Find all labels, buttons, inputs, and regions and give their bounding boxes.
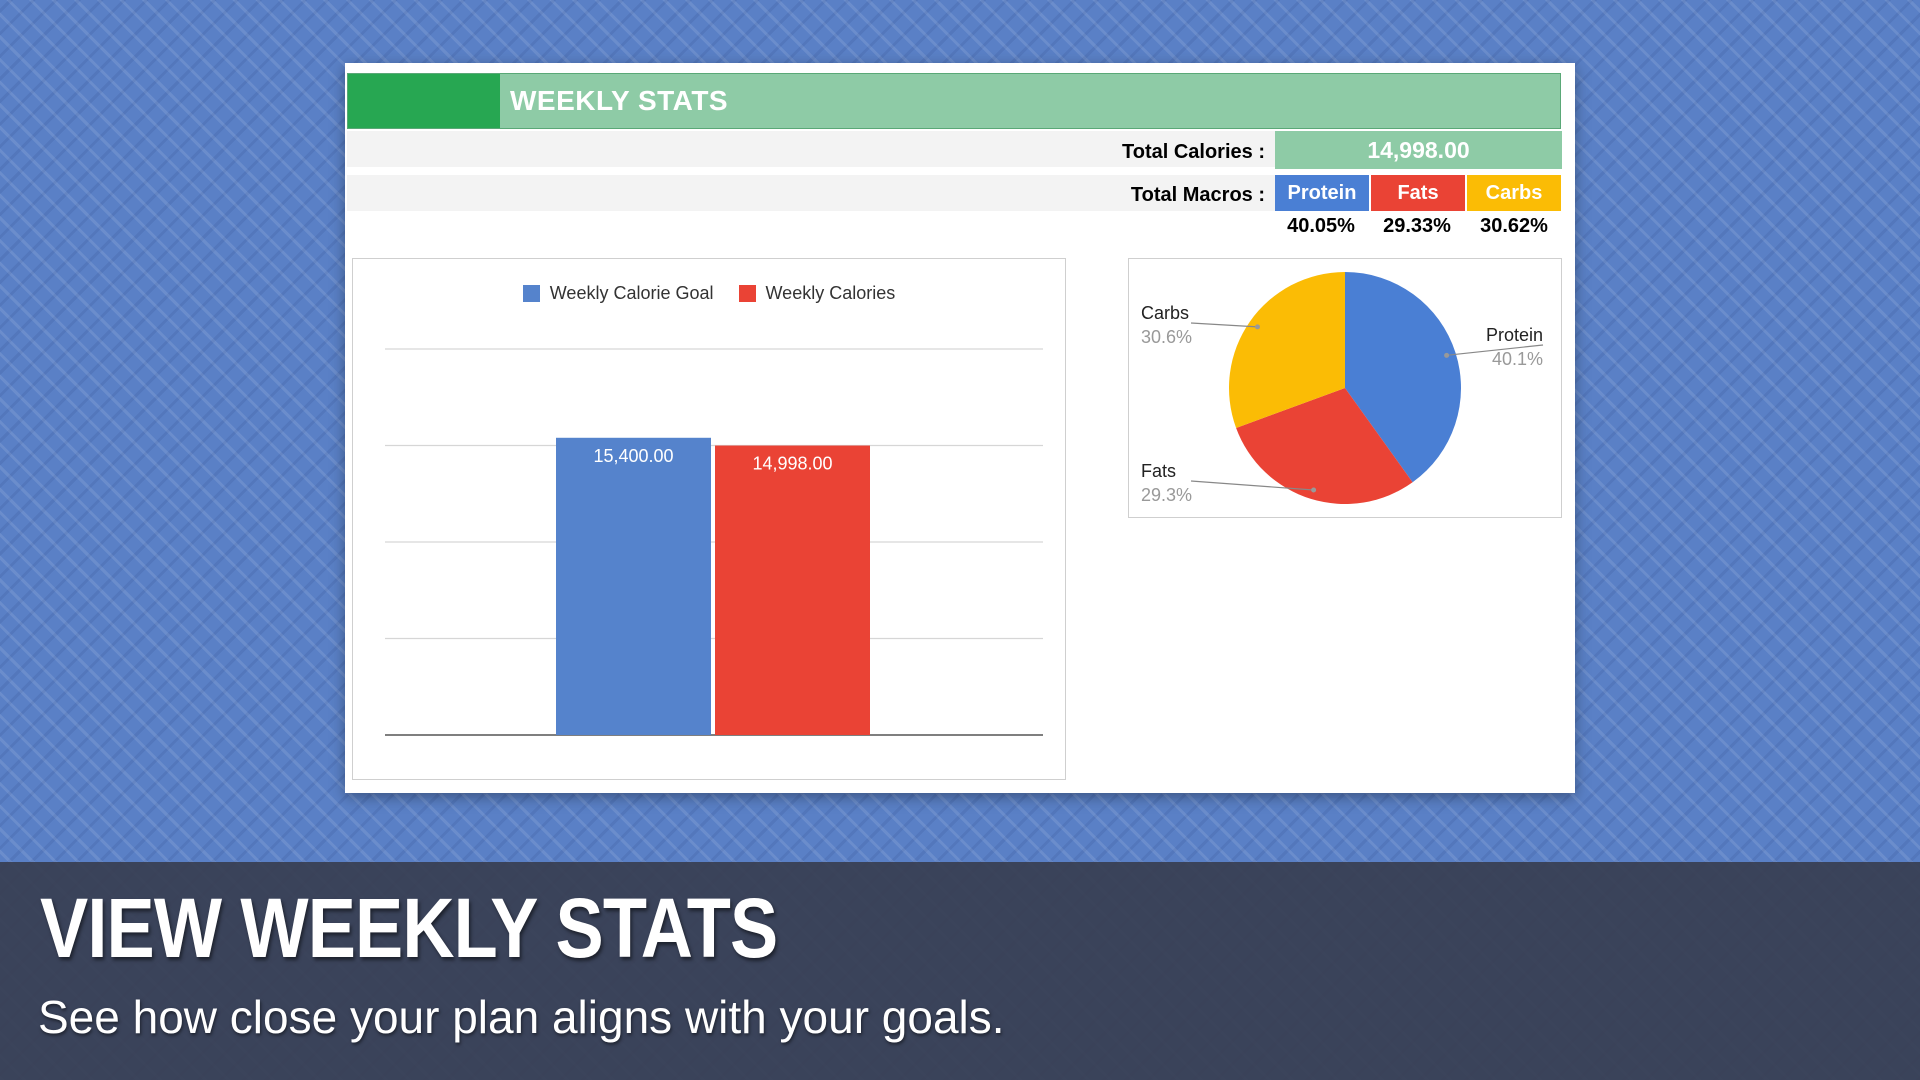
bar-chart-plot: 15,400.00 14,998.00 (385, 348, 1043, 736)
caption-title: VIEW WEEKLY STATS (40, 881, 778, 975)
caption-banner: VIEW WEEKLY STATS See how close your pla… (0, 862, 1920, 1080)
bar-data-label: 15,400.00 (593, 446, 673, 466)
calories-row-band (347, 131, 1277, 167)
total-calories-value[interactable]: 14,998.00 (1275, 131, 1562, 169)
fats-percent[interactable]: 29.33% (1383, 215, 1451, 237)
bar-chart-legend: Weekly Calorie Goal Weekly Calories (353, 283, 1065, 304)
pie-leader-line (1190, 322, 1258, 328)
weekly-stats-sheet: WEEKLY STATS Total Calories : 14,998.00 … (345, 63, 1575, 793)
title-bar: WEEKLY STATS (347, 73, 1561, 129)
pie-chart-plot: Protein 40.1% Fats 29.3% Carbs 30.6% (1141, 272, 1544, 505)
macros-pie-chart[interactable]: Protein 40.1% Fats 29.3% Carbs 30.6% (1128, 258, 1562, 518)
pie-label-name: Fats (1141, 461, 1176, 481)
pie-label-name: Carbs (1141, 303, 1189, 323)
macro-protein-header[interactable]: Protein (1275, 175, 1369, 211)
title-accent (348, 74, 500, 128)
pie-leader-dot (1311, 487, 1317, 493)
macros-row-band (347, 175, 1277, 211)
total-macros-label: Total Macros : (1130, 184, 1265, 206)
pie-slice-fats[interactable] (1236, 388, 1413, 504)
pie-slice-carbs[interactable] (1229, 272, 1345, 428)
pie-leader-line (1446, 344, 1544, 356)
caption-subtitle: See how close your plan aligns with your… (38, 991, 1005, 1043)
bar-weekly-calories[interactable] (715, 445, 870, 735)
pie-label-percent: 29.3% (1141, 485, 1192, 505)
protein-percent[interactable]: 40.05% (1287, 215, 1355, 237)
legend-item-calories: Weekly Calories (738, 283, 896, 304)
pie-label-percent: 30.6% (1141, 327, 1192, 347)
macro-fats-header[interactable]: Fats (1371, 175, 1465, 211)
pie-leader-line (1190, 480, 1314, 491)
legend-item-goal: Weekly Calorie Goal (522, 283, 714, 304)
total-calories-label: Total Calories : (1122, 141, 1265, 163)
pie-leader-dot (1444, 352, 1450, 358)
calorie-bar-chart[interactable]: Weekly Calorie Goal Weekly Calories 15,4… (352, 258, 1066, 780)
legend-label-calories: Weekly Calories (765, 283, 896, 303)
bar-data-label: 14,998.00 (752, 454, 832, 474)
carbs-percent[interactable]: 30.62% (1480, 215, 1548, 237)
bar-weekly-calorie-goal[interactable] (556, 437, 711, 735)
sheet-title: WEEKLY STATS (510, 85, 729, 116)
macro-carbs-header[interactable]: Carbs (1467, 175, 1561, 211)
legend-swatch-calories (738, 285, 756, 302)
legend-swatch-goal (522, 285, 540, 302)
pie-leader-dot (1254, 324, 1260, 330)
pie-label-percent: 40.1% (1492, 349, 1543, 369)
pie-slice-protein[interactable] (1345, 272, 1461, 483)
legend-label-goal: Weekly Calorie Goal (549, 283, 714, 303)
pie-label-name: Protein (1486, 325, 1543, 345)
